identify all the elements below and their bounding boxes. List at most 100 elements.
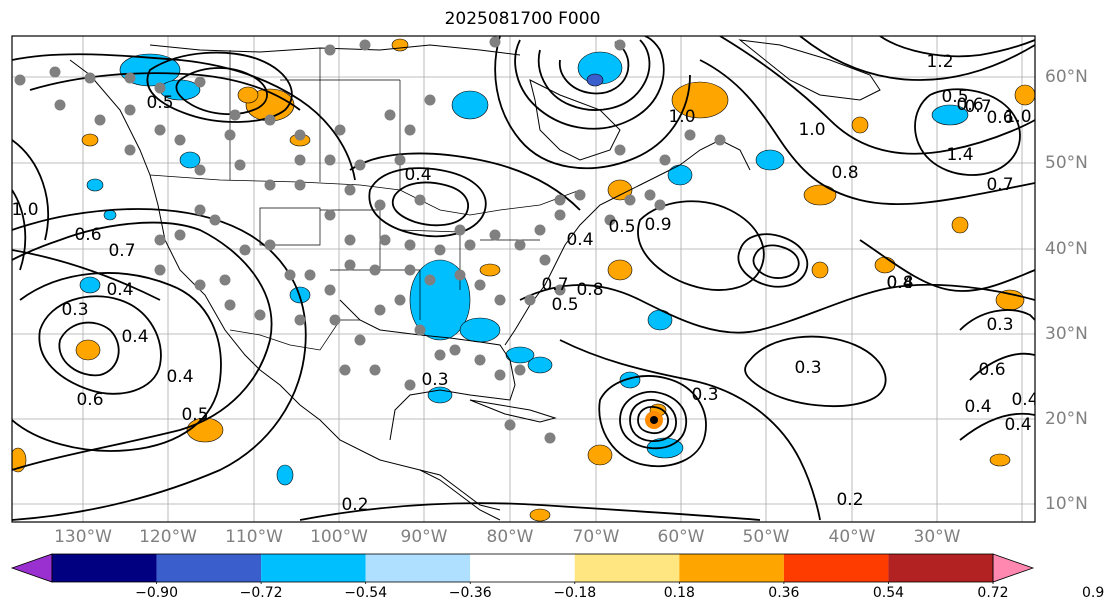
tropical-cyclone-symbol — [645, 411, 663, 429]
shaded-region — [505, 346, 535, 364]
latitude-label: 40°N — [1045, 239, 1088, 259]
station-marker — [124, 144, 136, 156]
contour-line — [519, 283, 1035, 334]
shaded-region — [103, 209, 117, 221]
contour-label: 0.3 — [691, 385, 718, 405]
shaded-region — [81, 133, 99, 147]
station-marker — [404, 239, 416, 251]
map-title: 2025081700 F000 — [444, 9, 601, 29]
contour-line — [12, 208, 307, 521]
east-coast — [504, 139, 751, 346]
station-marker — [544, 432, 556, 444]
contour-label: 0.3 — [794, 358, 821, 378]
contour-line — [391, 181, 469, 227]
shaded-region — [607, 259, 633, 281]
shaded-region — [619, 371, 641, 389]
colorbar-extend-low — [10, 553, 53, 583]
station-marker — [369, 364, 381, 376]
station-marker — [154, 234, 166, 246]
colorbar — [10, 553, 1035, 584]
contour-line — [959, 309, 1035, 331]
station-marker — [124, 104, 136, 116]
contour-line — [914, 88, 1021, 176]
contour-label: 0.4 — [404, 165, 431, 185]
contour-lines — [12, 36, 1035, 521]
station-marker — [224, 299, 236, 311]
shaded-region — [451, 90, 489, 120]
station-marker — [209, 214, 221, 226]
station-marker — [384, 109, 396, 121]
station-marker — [404, 379, 416, 391]
contour-label: 0.8 — [576, 280, 603, 300]
contour-line — [699, 59, 1035, 205]
contour-line — [752, 244, 800, 279]
shaded-region — [587, 444, 613, 466]
contour-line — [629, 399, 677, 442]
longitude-label: 100°W — [310, 527, 368, 547]
station-marker — [264, 239, 276, 251]
station-markers — [14, 36, 726, 444]
contour-label: 0.4 — [1004, 415, 1031, 435]
station-marker — [489, 36, 501, 48]
contour-line — [368, 167, 487, 238]
contour-label: 0.4 — [106, 280, 133, 300]
shaded-region — [811, 261, 829, 279]
colorbar-tick-label: 0.72 — [977, 585, 1009, 601]
colorbar-segment — [783, 554, 889, 582]
contour-line — [719, 36, 1035, 155]
map-plot: 0.60.50.41.00.70.60.40.30.50.41.00.80.70… — [11, 35, 1036, 523]
station-marker — [354, 159, 366, 171]
station-marker — [514, 364, 526, 376]
contour-label: 0.2 — [836, 490, 863, 510]
station-marker — [659, 154, 671, 166]
shaded-region — [874, 256, 896, 274]
colorbar-frame — [51, 553, 994, 583]
station-marker — [644, 189, 656, 201]
longitude-label: 80°W — [486, 527, 534, 547]
contour-label: 0.5 — [608, 217, 635, 237]
station-marker — [494, 369, 506, 381]
contour-label: 0.3 — [421, 370, 448, 390]
shaded-region — [586, 73, 604, 87]
station-marker — [374, 304, 386, 316]
station-marker — [524, 294, 536, 306]
longitude-label: 120°W — [139, 527, 197, 547]
contour-label: 0.7 — [964, 97, 991, 117]
contour-label: 0.3 — [986, 315, 1013, 335]
colorbar-segment — [888, 554, 993, 582]
colorbar-segment — [470, 554, 575, 582]
station-marker — [294, 154, 306, 166]
contour-label: 0.3 — [61, 300, 88, 320]
station-marker — [514, 239, 526, 251]
colorbar-tick-label: 0.90 — [1081, 585, 1105, 601]
longitude-label: 110°W — [225, 527, 283, 547]
station-marker — [494, 294, 506, 306]
contour-label: 0.4 — [166, 367, 193, 387]
longitude-label: 30°W — [913, 527, 961, 547]
station-marker — [224, 129, 236, 141]
station-marker — [329, 314, 341, 326]
contour-line — [12, 189, 27, 271]
station-marker — [304, 269, 316, 281]
station-marker — [684, 129, 696, 141]
colorbar-tick-label: 0.54 — [872, 585, 905, 601]
shaded-region — [951, 216, 969, 234]
station-marker — [654, 199, 666, 211]
shaded-region — [75, 339, 101, 361]
longitude-label: 60°W — [657, 527, 705, 547]
contour-label: 0.6 — [986, 108, 1013, 128]
contour-label: 0.2 — [341, 495, 368, 515]
shaded-region — [755, 149, 785, 171]
contour-line — [299, 502, 761, 521]
station-marker — [534, 224, 546, 236]
contour-label: 0.5 — [551, 295, 578, 315]
contour-labels: 0.60.50.41.00.70.60.40.30.50.41.00.80.70… — [12, 52, 1035, 515]
station-marker — [434, 244, 446, 256]
contour-line — [12, 139, 49, 241]
shaded-region — [667, 164, 693, 186]
shaded-region — [79, 276, 101, 294]
colorbar-segment — [365, 554, 471, 582]
shaded-region — [671, 81, 729, 119]
station-marker — [379, 234, 391, 246]
station-marker — [344, 234, 356, 246]
